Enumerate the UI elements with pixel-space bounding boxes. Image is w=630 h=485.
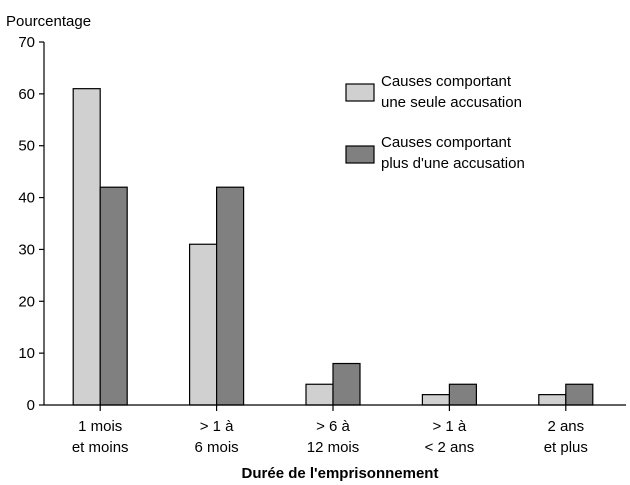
y-tick-label: 70 <box>18 34 35 51</box>
bar-series-1-3 <box>421 394 450 406</box>
legend-label-2: plus d'une accusation <box>381 155 525 172</box>
y-tick-label: 10 <box>18 345 35 362</box>
y-tick-label: 30 <box>18 241 35 258</box>
x-axis-title: Durée de l'emprisonnement <box>242 465 439 482</box>
bar-series-1-1 <box>189 243 218 406</box>
y-tick-label: 60 <box>18 86 35 103</box>
y-axis-title: Pourcentage <box>6 13 91 30</box>
x-tick-label: 12 mois <box>307 439 360 456</box>
bar-series-1-0 <box>72 88 101 406</box>
x-tick-label: 2 ans <box>547 418 584 435</box>
legend-label-2: Causes comportant <box>381 134 512 151</box>
bar-series-1-2 <box>305 383 334 406</box>
bar-series-2-1 <box>216 186 245 406</box>
y-axis: 0 10 20 30 40 50 60 70 <box>18 34 45 414</box>
y-tick-label: 20 <box>18 293 35 310</box>
x-tick-label: < 2 ans <box>425 439 475 456</box>
x-tick-label: > 1 à <box>200 418 234 435</box>
x-tick-label: 6 mois <box>195 439 239 456</box>
legend-swatch-2 <box>345 145 375 164</box>
x-tick-label: 1 mois <box>78 418 122 435</box>
bar-series-2-4 <box>565 383 594 406</box>
legend-label-1: une seule accusation <box>381 94 522 111</box>
x-axis: 1 mois et moins > 1 à 6 mois > 6 à 12 mois > 1… <box>44 404 626 456</box>
bar-series-2-0 <box>99 186 128 406</box>
legend: Causes comportant une seule accusation Cau… <box>345 73 525 172</box>
x-tick-label: et plus <box>544 439 588 456</box>
bars <box>72 88 594 406</box>
bar-series-1-4 <box>538 394 567 406</box>
bar-series-2-2 <box>332 362 361 406</box>
y-tick-label: 50 <box>18 138 35 155</box>
legend-label-1: Causes comportant <box>381 73 512 90</box>
y-tick-label: 0 <box>27 397 35 414</box>
bar-series-2-3 <box>448 383 477 406</box>
y-tick-label: 40 <box>18 190 35 207</box>
legend-swatch-1 <box>345 83 375 102</box>
x-tick-label: et moins <box>72 439 129 456</box>
x-tick-label: > 6 à <box>316 418 350 435</box>
x-tick-label: > 1 à <box>433 418 467 435</box>
